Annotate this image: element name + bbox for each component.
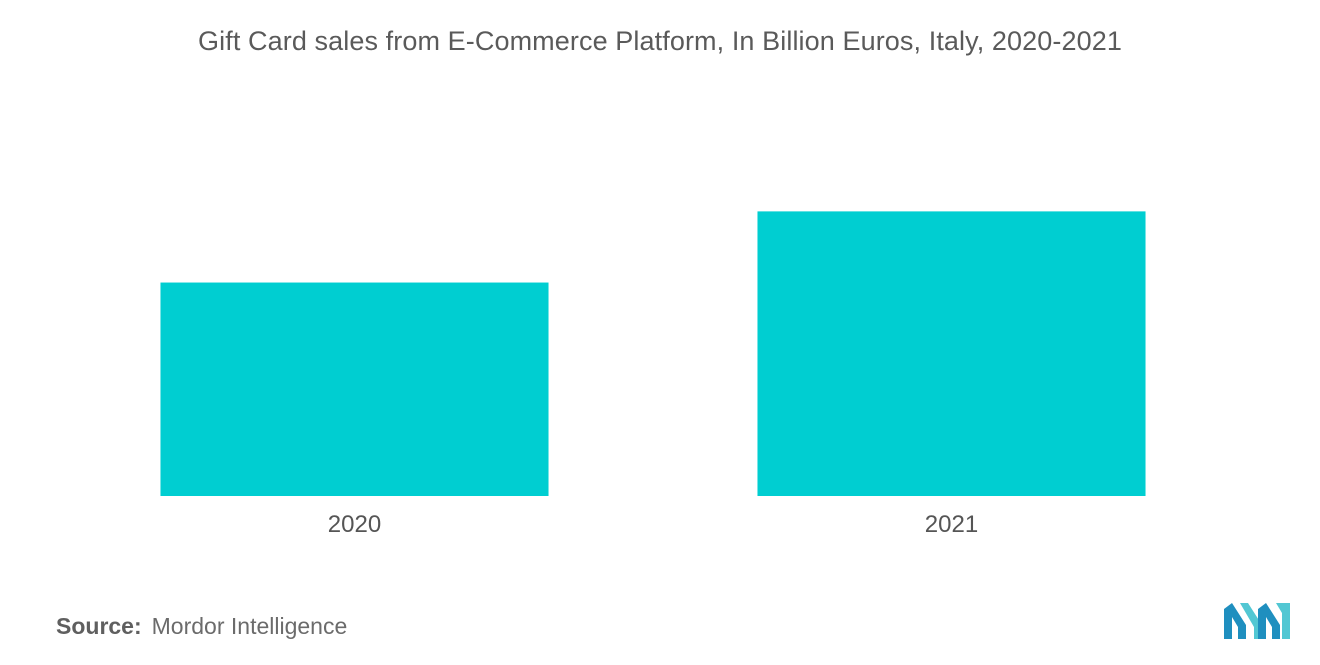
source-line: Source: Mordor Intelligence — [56, 613, 347, 640]
source-label: Source: — [56, 613, 142, 639]
x-tick-label-2020: 2020 — [328, 511, 381, 538]
bar-2021 — [757, 211, 1146, 496]
x-tick-labels: 2020 2021 — [328, 511, 978, 538]
mordor-intelligence-logo-icon — [1224, 603, 1290, 639]
bar-2020 — [160, 282, 549, 496]
chart-title: Gift Card sales from E-Commerce Platform… — [198, 26, 1122, 56]
bars-group — [160, 211, 1146, 496]
source-text: Mordor Intelligence — [151, 613, 348, 639]
x-tick-label-2021: 2021 — [925, 511, 978, 538]
